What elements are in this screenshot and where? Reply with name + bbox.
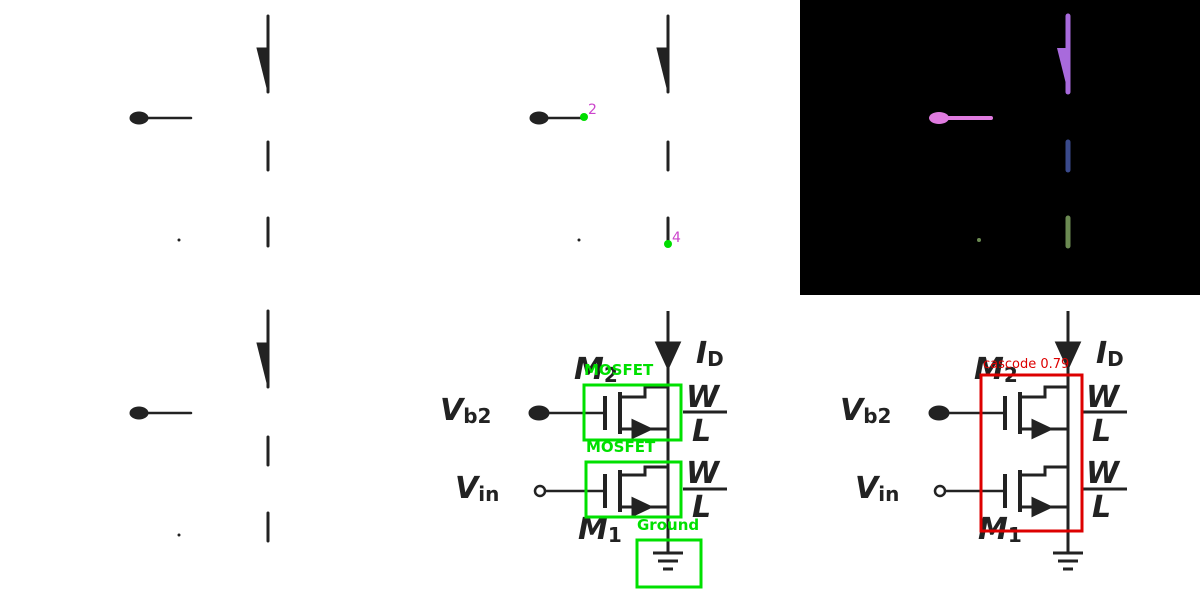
m1-l-label: L [1092, 490, 1111, 525]
m1-ratio: W L [683, 456, 727, 525]
m2-w-label: W [1086, 380, 1121, 415]
panel-segmentation-mask [800, 0, 1200, 295]
detection-box-cascode [979, 373, 1084, 533]
m2-l-label: L [1092, 414, 1111, 449]
panel-stroke-fragments-original [0, 0, 400, 295]
m2-ratio: W L [683, 380, 727, 449]
vb2-node [528, 405, 550, 421]
vb2-label: Vb2 [840, 393, 891, 428]
mask-speck [977, 238, 981, 242]
panel-subcircuit-detection: Vb2 Vin ID M2 M1 W L W L cascode 0.79 [800, 295, 1200, 590]
m2-source-arrow [631, 418, 654, 440]
speck [177, 533, 181, 537]
detection-label-ground: Ground [637, 516, 699, 534]
m1-drain [1020, 465, 1068, 477]
vin-node [533, 484, 547, 498]
m1-label: M1 [578, 512, 622, 547]
m1-w-label: W [1086, 456, 1121, 491]
m1-source-arrow [631, 496, 654, 518]
current-arrow [256, 342, 269, 388]
m1-drain [620, 465, 668, 477]
id-arrow [1054, 341, 1082, 371]
mask-arrow [1057, 48, 1068, 92]
detection-label-mosfet-m2: MOSFET [584, 361, 654, 379]
id-label: ID [696, 336, 724, 371]
vin-label: Vin [855, 471, 899, 506]
keypoint-4 [664, 240, 672, 248]
m2-l-label: L [692, 414, 711, 449]
current-arrow [256, 47, 269, 93]
detection-box-mosfet-m1 [584, 460, 683, 519]
vin-label: Vin [455, 471, 499, 506]
id-arrow [654, 341, 682, 371]
m1-source-arrow [1031, 496, 1054, 518]
m2-w-label: W [686, 380, 721, 415]
m1-w-label: W [686, 456, 721, 491]
vb2-node [928, 405, 950, 421]
speck [177, 238, 181, 242]
id-label: ID [1096, 336, 1124, 371]
m2-label: M2 [574, 352, 618, 387]
m1-ratio: W L [1083, 456, 1127, 525]
vb2-label: Vb2 [440, 393, 491, 428]
current-arrow [656, 47, 669, 93]
m2-source-arrow [1031, 418, 1054, 440]
m1-l-label: L [692, 490, 711, 525]
panel-keypoints: 2 4 [400, 0, 800, 295]
m2-drain [620, 385, 668, 399]
keypoint-label-2: 2 [588, 102, 597, 118]
keypoint-2 [580, 113, 588, 121]
detection-box-ground [635, 538, 703, 589]
detection-box-mosfet-m2 [582, 383, 683, 442]
detection-label-cascode: cascode 0.79 [983, 357, 1069, 372]
speck [577, 238, 581, 242]
m2-drain [1020, 385, 1068, 399]
panel-stroke-fragments [0, 295, 400, 590]
m2-ratio: W L [1083, 380, 1127, 449]
keypoint-label-4: 4 [672, 230, 681, 246]
vin-node [933, 484, 947, 498]
panel-component-detections: Vb2 Vin ID M2 M1 W L W L MOSFET MOSFET G… [400, 295, 800, 590]
detection-label-mosfet-m1: MOSFET [586, 438, 656, 456]
